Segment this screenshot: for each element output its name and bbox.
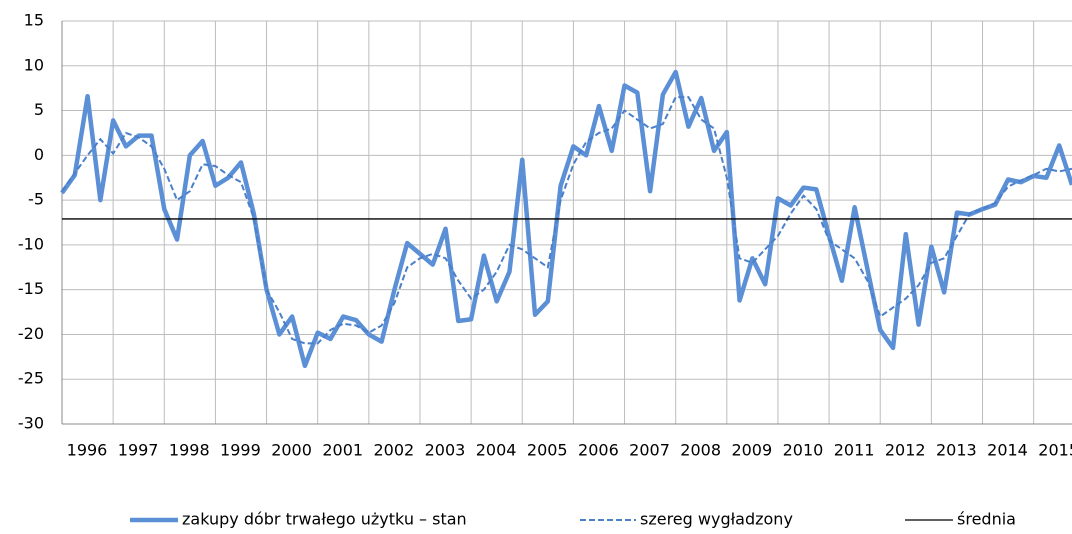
x-tick-label: 2008 xyxy=(680,441,721,460)
x-tick-label: 2006 xyxy=(578,441,619,460)
x-tick-label: 2005 xyxy=(527,441,568,460)
x-tick-label: 2010 xyxy=(783,441,824,460)
y-tick-label: 15 xyxy=(24,11,44,30)
x-tick-label: 2013 xyxy=(936,441,977,460)
y-tick-label: -15 xyxy=(18,279,44,298)
x-tick-label: 2007 xyxy=(629,441,670,460)
x-tick-label: 2003 xyxy=(425,441,466,460)
legend-label: zakupy dóbr trwałego użytku – stan xyxy=(182,510,467,529)
y-tick-label: -10 xyxy=(18,234,44,253)
x-tick-label: 2012 xyxy=(885,441,926,460)
x-tick-label: 2002 xyxy=(373,441,414,460)
x-tick-label: 2014 xyxy=(987,441,1028,460)
x-tick-label: 2009 xyxy=(731,441,772,460)
x-tick-label: 1998 xyxy=(169,441,210,460)
x-tick-label: 2011 xyxy=(834,441,875,460)
x-tick-label: 2000 xyxy=(271,441,312,460)
y-tick-label: 0 xyxy=(34,145,44,164)
x-tick-label: 2004 xyxy=(476,441,517,460)
y-tick-label: 5 xyxy=(34,100,44,119)
y-tick-label: -5 xyxy=(28,190,44,209)
y-tick-label: -30 xyxy=(18,414,44,433)
y-tick-label: -20 xyxy=(18,324,44,343)
x-tick-label: 1996 xyxy=(67,441,108,460)
legend-label: szereg wygładzony xyxy=(640,510,793,529)
x-tick-label: 2001 xyxy=(322,441,363,460)
legend-label: średnia xyxy=(957,510,1016,529)
y-tick-label: 10 xyxy=(24,55,44,74)
y-tick-label: -25 xyxy=(18,369,44,388)
x-tick-label: 1999 xyxy=(220,441,261,460)
x-tick-label: 1997 xyxy=(118,441,159,460)
x-tick-label: 2015 xyxy=(1038,441,1072,460)
series-line xyxy=(61,96,1072,345)
